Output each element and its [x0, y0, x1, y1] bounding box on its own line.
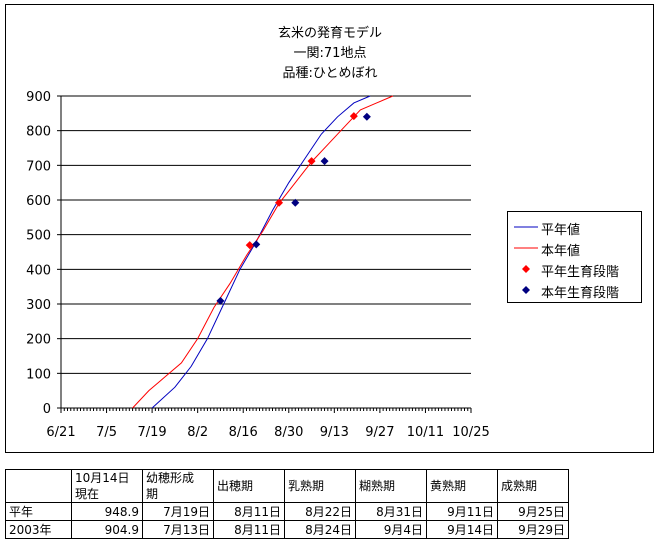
table-cell: 8月11日: [213, 502, 285, 521]
header-text: 現在: [75, 487, 100, 501]
table-header-cell: 黄熟期: [426, 469, 498, 503]
y-tick-label: 0: [43, 402, 51, 417]
table-header-cell: 出穂期: [213, 469, 285, 503]
chart-title-line1: 玄米の発育モデル: [277, 26, 382, 41]
table-row: 平年 948.9 7月19日 8月11日 8月22日 8月31日 9月11日 9…: [5, 502, 569, 521]
header-text: 乳熟期: [288, 479, 325, 493]
table-cell: 8月11日: [213, 520, 285, 539]
stage-marker-cur: [252, 240, 261, 249]
chart-title-line2: 一関:71地点: [293, 46, 367, 61]
header-text: 幼穂形成: [146, 471, 195, 485]
stage-table: 10月14日 現在 幼穂形成期 出穂期 乳熟期 糊熟期 黄熟期 成熟期 平年 94…: [5, 469, 569, 539]
stage-marker-avg: [275, 198, 284, 207]
table-cell: 9月11日: [426, 502, 498, 521]
legend-item-avg-line: 平年値: [508, 218, 641, 238]
table-cell: 9月4日: [355, 520, 427, 539]
table-cell: 8月22日: [284, 502, 356, 521]
header-text: 成熟期: [501, 479, 538, 493]
table-header-cell: 乳熟期: [284, 469, 356, 503]
row-label: 2003年: [5, 520, 72, 539]
header-text: 期: [146, 487, 159, 501]
chart-plot: 0 100 200 300 400 500 600 700 800 900 6/21 7/5 7/19 8…: [26, 90, 490, 440]
series-line-avg: [151, 95, 371, 409]
legend-item-cur-line: 本年値: [508, 239, 641, 259]
stage-marker-cur: [362, 112, 371, 121]
legend-label-cur-line: 本年値: [541, 244, 581, 259]
y-tick-label: 100: [26, 367, 51, 382]
legend-item-cur-stage: 本年生育段階: [508, 281, 641, 301]
table-row: 2003年 904.9 7月13日 8月11日 8月24日 9月4日 9月14日…: [5, 520, 569, 539]
legend-key-avg-stage: [522, 265, 530, 273]
legend-label-cur-stage: 本年生育段階: [541, 286, 620, 301]
y-tick-label: 600: [26, 194, 51, 209]
header-text: 出穂期: [217, 479, 254, 493]
y-tick-label: 200: [26, 333, 51, 348]
x-tick-label: 8/30: [274, 425, 303, 440]
x-tick-label: 6/21: [46, 425, 75, 440]
table-header-cell: 10月14日 現在: [71, 469, 143, 503]
x-tick-label: 7/5: [96, 425, 117, 440]
legend-label-avg-stage: 平年生育段階: [541, 265, 620, 280]
x-tick-label: 8/2: [187, 425, 208, 440]
header-text: 糊熟期: [359, 479, 396, 493]
row-label: 平年: [5, 502, 72, 521]
y-tick-label: 800: [26, 125, 51, 140]
table-header-cell: 糊熟期: [355, 469, 427, 503]
stage-marker-cur: [291, 198, 300, 207]
x-tick-label: 10/11: [407, 425, 444, 440]
legend-item-avg-stage: 平年生育段階: [508, 260, 641, 280]
chart-title-line3: 品種:ひとめぼれ: [282, 66, 378, 81]
table-cell: 9月25日: [497, 502, 569, 521]
table-cell: 9月14日: [426, 520, 498, 539]
stage-marker-cur: [320, 157, 329, 166]
stage-marker-cur: [216, 296, 225, 305]
y-tick-label: 700: [26, 159, 51, 174]
stage-marker-avg: [307, 157, 316, 166]
legend-key-cur-stage: [522, 286, 530, 294]
table-cell: 7月13日: [142, 520, 214, 539]
legend: 平年値 本年値 平年生育段階 本年生育段階: [507, 211, 642, 303]
y-tick-label: 500: [26, 229, 51, 244]
x-tick-label: 7/19: [138, 425, 167, 440]
y-tick-label: 900: [26, 90, 51, 105]
table-cell: 7月19日: [142, 502, 214, 521]
table-cell: 8月31日: [355, 502, 427, 521]
stage-marker-avg: [245, 241, 254, 250]
x-tick-label: 9/27: [365, 425, 394, 440]
x-tick-label: 10/25: [452, 425, 489, 440]
stage-marker-avg: [349, 112, 358, 121]
legend-label-avg-line: 平年値: [541, 223, 581, 238]
header-text: 10月14日: [75, 471, 130, 485]
table-header-cell: 幼穂形成期: [142, 469, 214, 503]
table-cell: 8月24日: [284, 520, 356, 539]
table-header-cell: 成熟期: [497, 469, 569, 503]
x-tick-label: 9/13: [320, 425, 349, 440]
table-header-row: 10月14日 現在 幼穂形成期 出穂期 乳熟期 糊熟期 黄熟期 成熟期: [5, 469, 569, 503]
x-tick-label: 8/16: [229, 425, 258, 440]
y-tick-label: 300: [26, 298, 51, 313]
legend-key-avg-line: [514, 226, 538, 228]
header-text: 黄熟期: [430, 479, 467, 493]
table-cell: 9月29日: [497, 520, 569, 539]
y-tick-label: 400: [26, 263, 51, 278]
table-cell: 904.9: [71, 520, 143, 539]
legend-key-cur-line: [514, 247, 538, 249]
series-line-cur: [132, 95, 394, 409]
table-header-cell: [5, 469, 72, 503]
table-cell: 948.9: [71, 502, 143, 521]
